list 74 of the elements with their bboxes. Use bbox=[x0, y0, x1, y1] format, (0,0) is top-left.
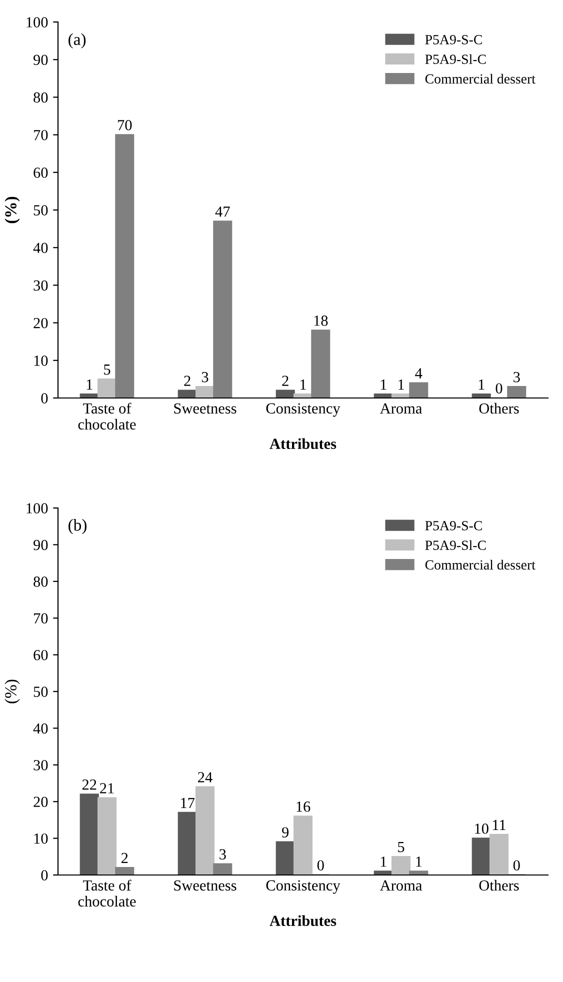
data-label: 2 bbox=[121, 852, 128, 864]
annotation: (b) bbox=[68, 519, 86, 534]
y-tick-label: 90 bbox=[33, 540, 48, 550]
y-tick-label: 20 bbox=[34, 796, 48, 808]
legend-label: P5A9-Sl-C bbox=[425, 540, 486, 550]
y-tick-label: 30 bbox=[34, 760, 48, 770]
data-label: 17 bbox=[181, 798, 195, 808]
x-tick-label: Taste of chocolate bbox=[78, 402, 136, 430]
data-label: 16 bbox=[296, 802, 310, 812]
x-tick-label: Consistency bbox=[266, 880, 340, 894]
y-tick-label: 70 bbox=[34, 130, 48, 140]
legend-label: P5A9-Sl-C bbox=[425, 54, 486, 64]
x-tick-label: Sweetness bbox=[174, 403, 236, 414]
y-tick-label: 60 bbox=[34, 168, 48, 178]
data-label: 3 bbox=[202, 372, 208, 382]
y-tick-label: 30 bbox=[34, 280, 48, 291]
x-tick-label: Others bbox=[479, 880, 519, 891]
data-label: 24 bbox=[198, 772, 212, 782]
y-tick-label: 10 bbox=[34, 356, 48, 366]
y-tick-label: 80 bbox=[34, 576, 48, 587]
data-label: 0 bbox=[317, 860, 324, 871]
y-tick-label: 40 bbox=[33, 723, 48, 734]
x-tick-label: Aroma bbox=[380, 880, 422, 891]
y-tick-label: 60 bbox=[34, 650, 48, 660]
data-label: 2 bbox=[184, 376, 190, 386]
data-label: 3 bbox=[220, 849, 226, 860]
y-tick-label: 100 bbox=[26, 17, 48, 28]
data-label: 9 bbox=[282, 827, 289, 838]
legend-label: Commercial dessert bbox=[425, 560, 536, 570]
data-label: 10 bbox=[475, 824, 488, 834]
legend-label: P5A9-S-C bbox=[425, 521, 482, 530]
annotation: (a) bbox=[68, 33, 86, 48]
data-label: 1 bbox=[380, 856, 386, 867]
y-tick-label: 0 bbox=[41, 870, 48, 880]
legend-label: Commercial dessert bbox=[425, 74, 536, 84]
y-tick-label: 70 bbox=[34, 613, 48, 624]
data-label: 4 bbox=[415, 368, 422, 378]
y-tick-label: 40 bbox=[33, 242, 48, 254]
y-tick-label: 80 bbox=[34, 92, 48, 103]
y-tick-label: 0 bbox=[41, 393, 48, 404]
x-axis-title: Attributes bbox=[270, 915, 336, 926]
y-axis-title: (%) bbox=[4, 680, 20, 704]
data-label: 1 bbox=[380, 380, 386, 390]
data-label: 1 bbox=[398, 380, 404, 390]
y-tick-label: 90 bbox=[33, 54, 48, 66]
y-tick-label: 20 bbox=[34, 318, 48, 328]
data-label: 47 bbox=[215, 206, 230, 217]
data-label: 0 bbox=[496, 383, 502, 394]
data-label: 11 bbox=[492, 820, 506, 830]
y-tick-label: 10 bbox=[34, 833, 48, 844]
data-label: 3 bbox=[514, 372, 520, 382]
data-label: 22 bbox=[82, 780, 96, 790]
x-axis-title: Attributes bbox=[270, 438, 336, 450]
data-label: 5 bbox=[398, 842, 404, 852]
x-tick-label: Consistency bbox=[266, 403, 340, 417]
x-tick-label: Aroma bbox=[380, 403, 422, 414]
data-label: 5 bbox=[104, 364, 110, 375]
data-label: 70 bbox=[118, 120, 132, 130]
data-label: 1 bbox=[478, 380, 484, 390]
y-tick-label: 50 bbox=[34, 686, 48, 697]
x-tick-label: Others bbox=[479, 402, 519, 414]
data-label: 2 bbox=[282, 376, 288, 386]
y-tick-label: 100 bbox=[26, 503, 48, 514]
data-label: 18 bbox=[314, 316, 328, 326]
data-label: 1 bbox=[86, 380, 92, 390]
x-tick-label: Sweetness bbox=[174, 880, 236, 891]
data-label: 0 bbox=[513, 860, 520, 871]
legend-label: P5A9-S-C bbox=[425, 35, 482, 44]
data-label: 1 bbox=[416, 856, 422, 867]
y-axis-title: (%) bbox=[4, 196, 20, 224]
data-label: 21 bbox=[100, 783, 114, 794]
y-tick-label: 50 bbox=[34, 205, 48, 216]
data-label: 1 bbox=[300, 380, 306, 390]
x-tick-label: Taste of chocolate bbox=[78, 880, 136, 907]
